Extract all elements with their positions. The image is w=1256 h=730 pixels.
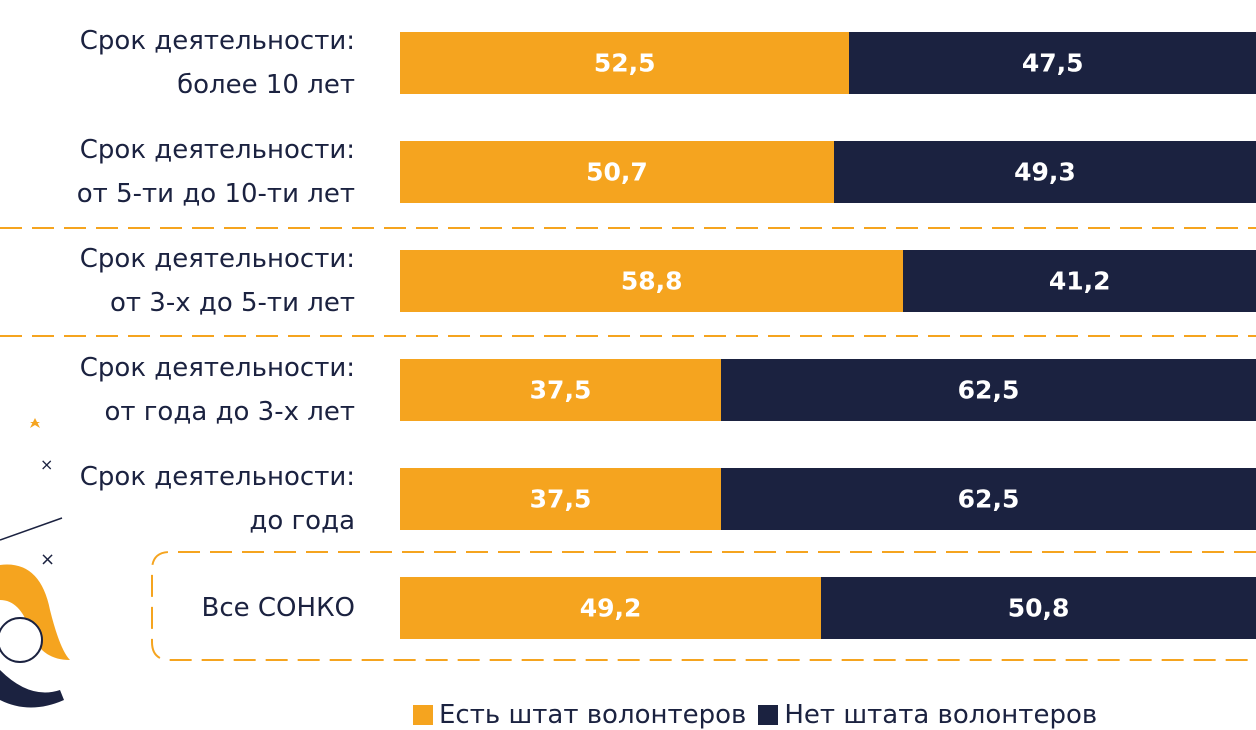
value-label: 50,8 <box>1008 594 1070 623</box>
value-label: 37,5 <box>530 376 592 405</box>
category-label: Срок деятельности: от 5-ти до 10-ти лет <box>77 128 355 216</box>
legend-label: Нет штата волонтеров <box>784 700 1097 730</box>
value-label: 37,5 <box>530 485 592 514</box>
value-label: 62,5 <box>958 376 1020 405</box>
legend-swatch <box>413 705 433 725</box>
category-label: Срок деятельности: до года <box>80 455 355 543</box>
legend-label: Есть штат волонтеров <box>439 700 746 730</box>
value-label: 47,5 <box>1022 49 1084 78</box>
mascot: × × <box>0 418 70 708</box>
svg-text:×: × <box>40 549 55 570</box>
value-label: 58,8 <box>621 267 683 296</box>
value-label: 49,3 <box>1014 158 1076 187</box>
category-label: Срок деятельности: от 3-х до 5-ти лет <box>80 237 355 325</box>
value-label: 62,5 <box>958 485 1020 514</box>
value-label: 50,7 <box>586 158 648 187</box>
category-label: Все СОНКО <box>202 586 356 630</box>
value-label: 49,2 <box>580 594 642 623</box>
svg-text:×: × <box>40 455 53 474</box>
value-label: 52,5 <box>594 49 656 78</box>
category-label: Срок деятельности: более 10 лет <box>80 19 355 107</box>
value-label: 41,2 <box>1049 267 1111 296</box>
category-label: Срок деятельности: от года до 3-х лет <box>80 346 355 434</box>
chart: × × Срок деятельности: более 10 лет 52,5 4… <box>0 0 1256 730</box>
legend-swatch <box>758 705 778 725</box>
